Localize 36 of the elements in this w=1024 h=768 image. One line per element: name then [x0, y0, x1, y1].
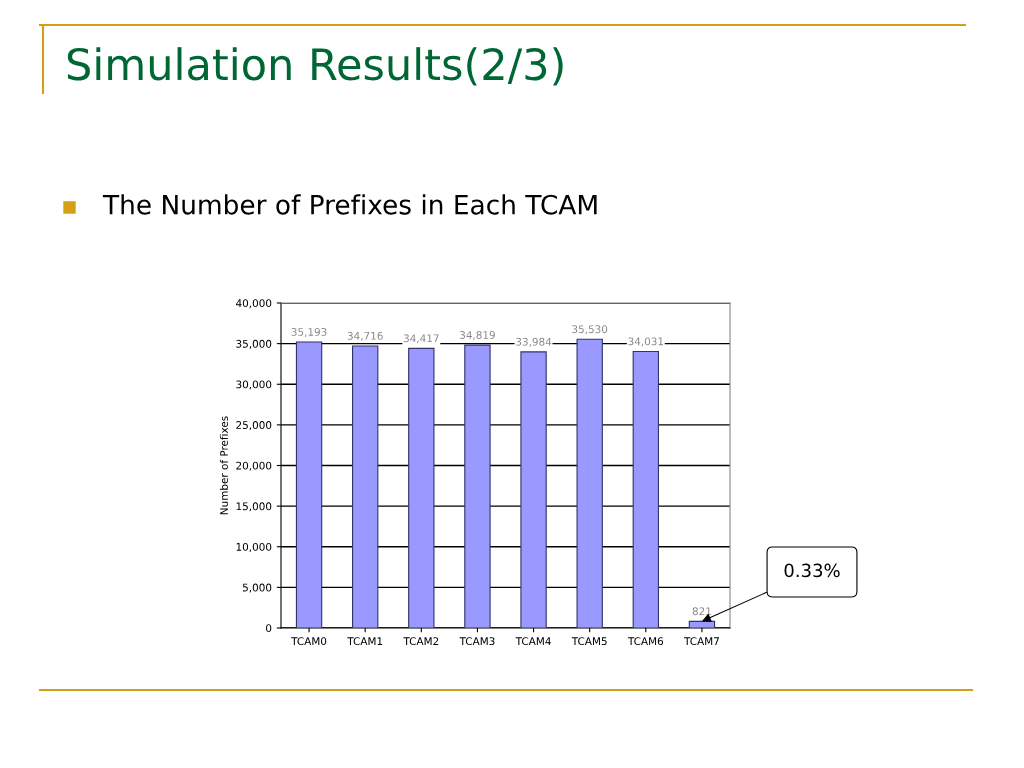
bar: [576, 338, 603, 628]
bar: [464, 344, 491, 628]
bar: [688, 620, 716, 628]
data-label: 35,530: [572, 325, 608, 335]
annotation: 0.33%: [784, 563, 840, 578]
y-tick-label: 25,000: [236, 421, 272, 431]
x-tick-label: TCAM3: [459, 637, 495, 646]
chart-title: Simulation Results(2/3): [67, 47, 563, 86]
y-tick-label: 15,000: [236, 502, 272, 512]
data-label: 34,031: [628, 337, 664, 347]
bar: [352, 345, 379, 628]
y-axis-title: Number of Prefixes: [219, 416, 228, 515]
bar: [520, 351, 547, 628]
chart-subtitle: The Number of Prefixes in Each TCAM: [102, 194, 597, 215]
x-tick-label: TCAM2: [403, 637, 439, 646]
bar: [295, 341, 323, 628]
data-label: 821: [692, 607, 711, 616]
x-tick-label: TCAM5: [571, 637, 607, 646]
x-tick-label: TCAM4: [515, 637, 551, 646]
x-tick-label: TCAM7: [684, 637, 719, 646]
y-tick-label: 0: [266, 624, 272, 633]
y-tick-label: 20,000: [236, 461, 272, 471]
y-tick-label: 5,000: [242, 583, 272, 593]
y-tick-label: 10,000: [236, 542, 272, 552]
data-label: 34,819: [460, 331, 495, 340]
y-tick-label: 35,000: [236, 339, 272, 349]
data-label: 34,417: [403, 334, 439, 344]
bar: [632, 350, 659, 628]
x-tick-label: TCAM1: [347, 637, 383, 646]
data-label: 33,984: [516, 337, 552, 347]
x-tick-label: TCAM6: [627, 637, 664, 646]
data-label: 35,193: [291, 327, 327, 337]
x-tick-label: TCAM0: [291, 637, 327, 646]
y-tick-label: 40,000: [236, 299, 272, 309]
y-tick-label: 30,000: [236, 380, 272, 390]
data-label: 34,716: [347, 331, 383, 341]
